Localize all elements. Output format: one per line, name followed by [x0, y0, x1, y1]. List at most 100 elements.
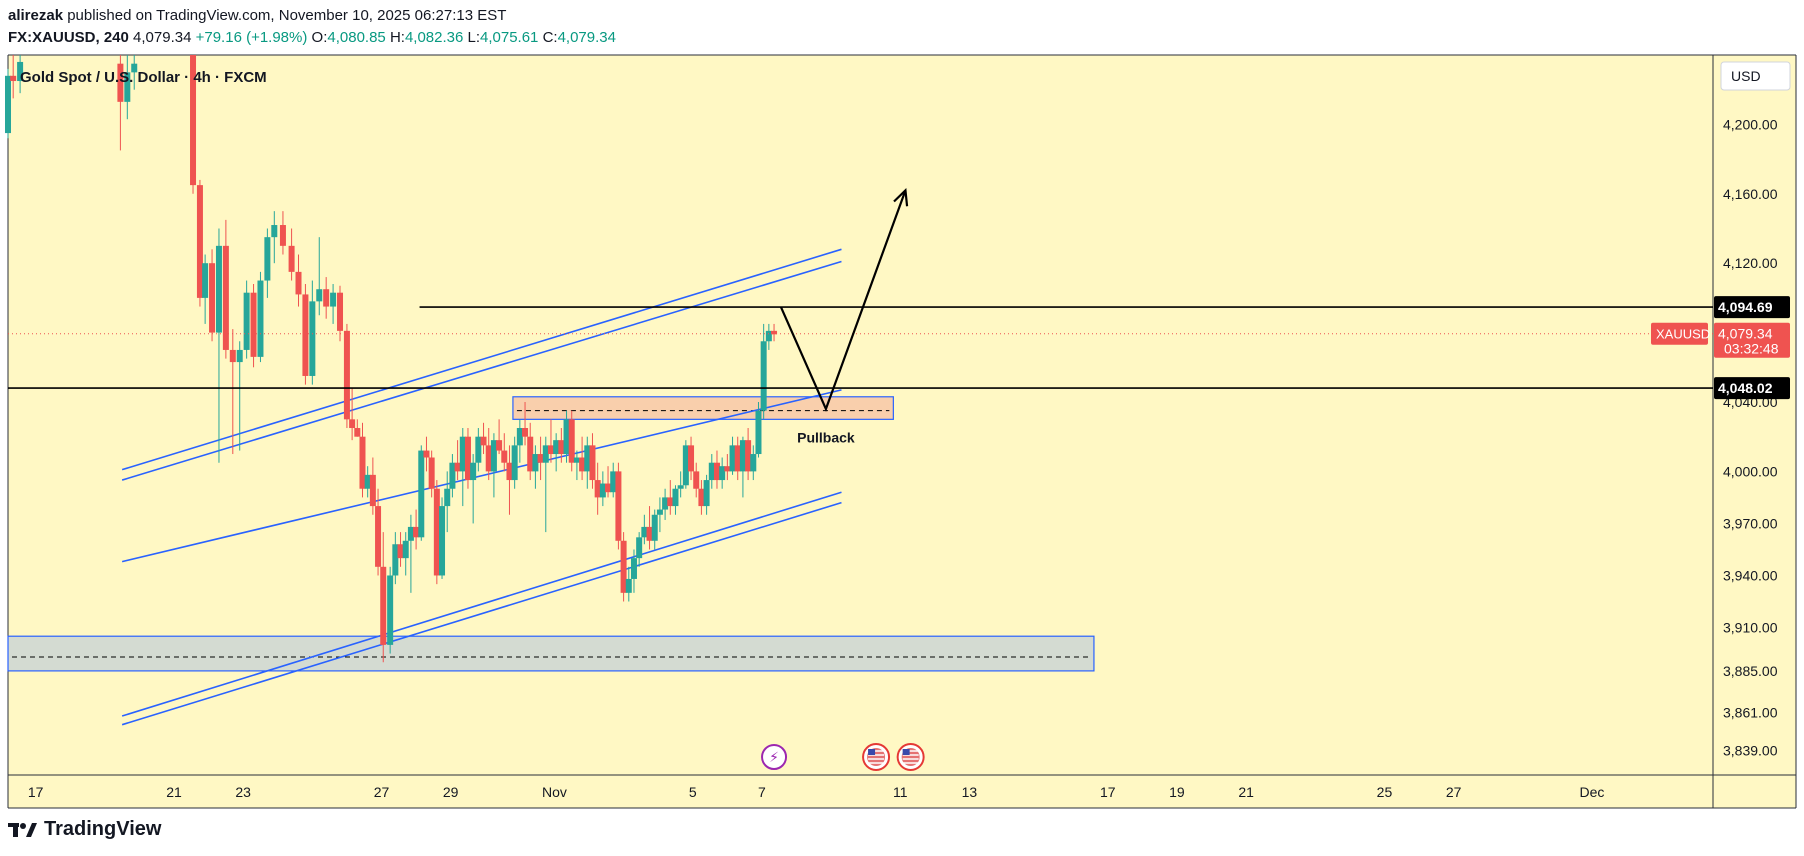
- candle-body: [537, 454, 544, 463]
- author-name[interactable]: alirezak: [8, 7, 64, 24]
- candle-body: [449, 462, 456, 489]
- candle-body: [428, 457, 435, 489]
- candle-body: [589, 445, 596, 481]
- candle-body: [703, 480, 710, 507]
- projection-layer: Pullback: [779, 187, 909, 446]
- candle-body: [459, 436, 466, 472]
- candle-body: [698, 488, 705, 507]
- candle-body: [295, 271, 302, 295]
- candle-body: [724, 466, 731, 472]
- candle-body: [337, 292, 344, 331]
- y-tick-label: 4,160.00: [1723, 186, 1778, 202]
- candle-body: [522, 428, 529, 437]
- candle-body: [734, 445, 741, 472]
- support-zone: [7, 635, 1095, 672]
- candle-body: [573, 457, 580, 463]
- earnings-icon-glyph: ⚡: [769, 749, 779, 765]
- candle-body: [309, 301, 316, 376]
- candle-body: [672, 488, 679, 507]
- levels-layer: [8, 306, 1713, 389]
- candle-body: [369, 474, 376, 507]
- last-price: 4,079.34: [133, 29, 192, 46]
- tradingview-logo-icon: [8, 822, 37, 837]
- y-tick-label: 3,940.00: [1723, 567, 1778, 583]
- candle-body: [250, 292, 257, 357]
- candle-body: [279, 225, 286, 246]
- candle-body: [397, 544, 404, 559]
- candle-body: [288, 245, 295, 272]
- x-tick-label: 27: [374, 784, 390, 800]
- earnings-icon[interactable]: ⚡: [761, 744, 788, 770]
- candle-body: [750, 454, 757, 472]
- candle-body: [402, 540, 409, 559]
- events-layer[interactable]: ⚡: [761, 743, 925, 771]
- candle-body: [620, 540, 627, 593]
- x-tick-label: 27: [1446, 784, 1462, 800]
- time-axis[interactable]: 17 21 23 27 29 Nov 5 7 11 13 17 19 21 25 27 Dec: [28, 784, 1605, 800]
- candle-body: [511, 445, 518, 481]
- tradingview-logo-text: TradingView: [44, 818, 162, 840]
- y-tick-label: 4,120.00: [1723, 255, 1778, 271]
- candle-body: [636, 537, 643, 559]
- candle-body: [209, 263, 216, 333]
- candle-body: [610, 471, 617, 493]
- candle-body: [5, 75, 11, 134]
- earnings-icon-ring: [761, 744, 788, 770]
- candle-body: [771, 330, 778, 335]
- x-tick-label: Dec: [1580, 784, 1605, 800]
- chart-header: alirezak published on TradingView.com, N…: [8, 6, 616, 48]
- candle-body: [131, 63, 138, 73]
- channel-bottom-2: [121, 501, 842, 726]
- candle-body: [354, 428, 361, 437]
- candle-body: [196, 185, 203, 298]
- price-axis[interactable]: 4,200.004,160.004,120.004,040.004,000.00…: [1651, 116, 1790, 759]
- candle-body: [236, 349, 243, 363]
- x-tick-label: 29: [443, 784, 459, 800]
- candle-body: [682, 445, 689, 486]
- candle-body: [439, 506, 446, 576]
- y-tick-label: 3,861.00: [1723, 705, 1778, 721]
- candle-body: [323, 289, 330, 307]
- y-tick-label: 3,910.00: [1723, 620, 1778, 636]
- y-tick-label: 4,000.00: [1723, 463, 1778, 479]
- y-tick-label: 4,200.00: [1723, 116, 1778, 132]
- candle-body: [380, 566, 387, 645]
- zones-layer: [7, 396, 1095, 672]
- candle-body: [418, 450, 425, 538]
- candle-body: [584, 445, 591, 472]
- price-axis-bg[interactable]: [1713, 55, 1796, 775]
- candle-body: [729, 445, 736, 472]
- candle-body: [651, 514, 658, 541]
- projection-arrowhead: [893, 187, 909, 207]
- currency-button-label: USD: [1731, 68, 1761, 84]
- candle-body: [745, 440, 752, 472]
- symbol-tag-bg: [1651, 322, 1708, 345]
- tradingview-logo[interactable]: TradingView: [8, 818, 161, 841]
- candle-body: [553, 440, 560, 455]
- candle-body: [765, 330, 772, 342]
- candle-body: [615, 471, 622, 541]
- x-tick-label: 5: [689, 784, 697, 800]
- support-price-label: 4,048.02: [1718, 380, 1773, 396]
- us-flag-event-icon-2[interactable]: [896, 743, 925, 771]
- low-value: 4,075.61: [480, 29, 539, 46]
- candle-body: [667, 497, 674, 507]
- candle-body: [739, 440, 746, 472]
- candle-body: [542, 445, 549, 463]
- open-label: O:: [311, 29, 328, 46]
- x-tick-label: 7: [758, 784, 766, 800]
- open-value: 4,080.85: [327, 29, 386, 46]
- candle-body: [516, 428, 523, 446]
- flag-canton: [902, 749, 910, 755]
- x-tick-label: 23: [235, 784, 251, 800]
- currency-button[interactable]: USD: [1720, 61, 1791, 91]
- candle-body: [464, 436, 471, 481]
- candle-body: [423, 450, 430, 458]
- candle-body: [364, 474, 371, 489]
- candle-body: [688, 445, 695, 472]
- candle-body: [506, 462, 513, 481]
- candle-body: [558, 440, 565, 455]
- us-flag-event-icon-1[interactable]: [862, 743, 891, 771]
- time-axis-bg[interactable]: [8, 775, 1796, 808]
